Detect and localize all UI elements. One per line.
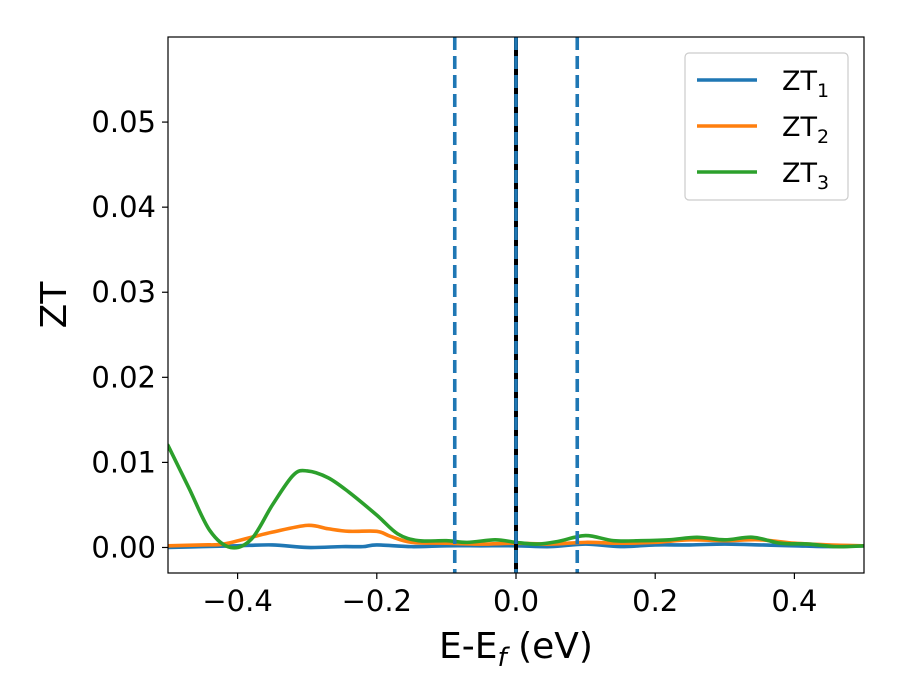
legend-label: ZT2 (782, 112, 829, 148)
x-tick-label: −0.2 (342, 584, 412, 618)
plot-area (168, 37, 864, 573)
x-tick-label: −0.4 (202, 584, 272, 618)
series-line-zt1 (168, 542, 864, 550)
y-tick-label: 0.05 (91, 105, 156, 139)
legend: ZT1 ZT2 ZT3 (684, 52, 849, 201)
y-tick-label: 0.00 (91, 530, 156, 564)
x-tick-label: 0.0 (493, 584, 539, 618)
legend-label: ZT1 (782, 66, 829, 102)
series-line-zt3 (168, 443, 864, 550)
legend-box (684, 52, 849, 201)
x-tick-label: 0.4 (771, 584, 817, 618)
x-axis: −0.4 −0.2 0.0 0.2 0.4 (202, 573, 817, 618)
plot-content (168, 37, 864, 573)
y-tick-label: 0.02 (91, 360, 156, 394)
y-tick-label: 0.04 (91, 190, 156, 224)
y-axis-label: ZT (34, 281, 75, 329)
x-axis-label: E-Ef (eV) (439, 626, 593, 673)
y-axis: 0.00 0.01 0.02 0.03 0.04 0.05 (91, 105, 168, 564)
legend-label: ZT3 (782, 158, 829, 194)
x-tick-label: 0.2 (632, 584, 678, 618)
y-tick-label: 0.01 (91, 445, 156, 479)
y-tick-label: 0.03 (91, 275, 156, 309)
